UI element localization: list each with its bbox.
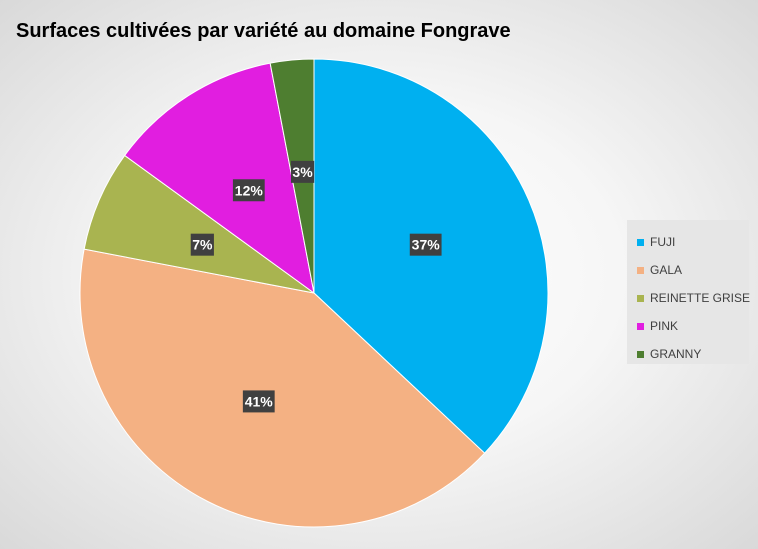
legend-swatch [637, 322, 644, 330]
legend-entry-gala: GALA [637, 256, 749, 284]
data-label-pink: 12% [232, 179, 265, 202]
svg-text:3%: 3% [292, 164, 313, 180]
chart-title: Surfaces cultivées par variété au domain… [16, 20, 511, 42]
pie-slice-reinette-grise [83, 154, 315, 294]
legend-entry-fuji: FUJI [637, 228, 749, 256]
svg-text:41%: 41% [245, 393, 274, 409]
legend-label: REINETTE GRISE [650, 291, 751, 305]
legend-entry-pink: PINK [637, 312, 749, 340]
legend-label: FUJI [650, 235, 676, 249]
legend-label: PINK [650, 319, 679, 333]
legend: FUJI GALA REINETTE GRISE PINK GRANNY [627, 220, 751, 364]
data-label-granny: 3% [290, 160, 315, 183]
legend-swatch [637, 294, 644, 302]
pie-slice-gala [79, 248, 486, 528]
legend-label: GALA [650, 263, 683, 277]
data-label-gala: 41% [242, 390, 275, 413]
data-label-fuji: 37% [409, 233, 442, 256]
legend-swatch [637, 266, 644, 274]
legend-label: GRANNY [650, 347, 702, 361]
legend-swatch [637, 350, 644, 358]
svg-text:7%: 7% [192, 237, 213, 253]
legend-entry-granny: GRANNY [637, 340, 749, 368]
pie-slice-fuji [313, 58, 549, 454]
legend-swatch [637, 238, 644, 246]
svg-text:12%: 12% [235, 182, 264, 198]
pie-slice-pink [123, 62, 315, 295]
data-label-reinette-grise: 7% [190, 233, 214, 256]
legend-entry-reinette-grise: REINETTE GRISE [637, 284, 751, 312]
svg-text:37%: 37% [412, 237, 441, 253]
